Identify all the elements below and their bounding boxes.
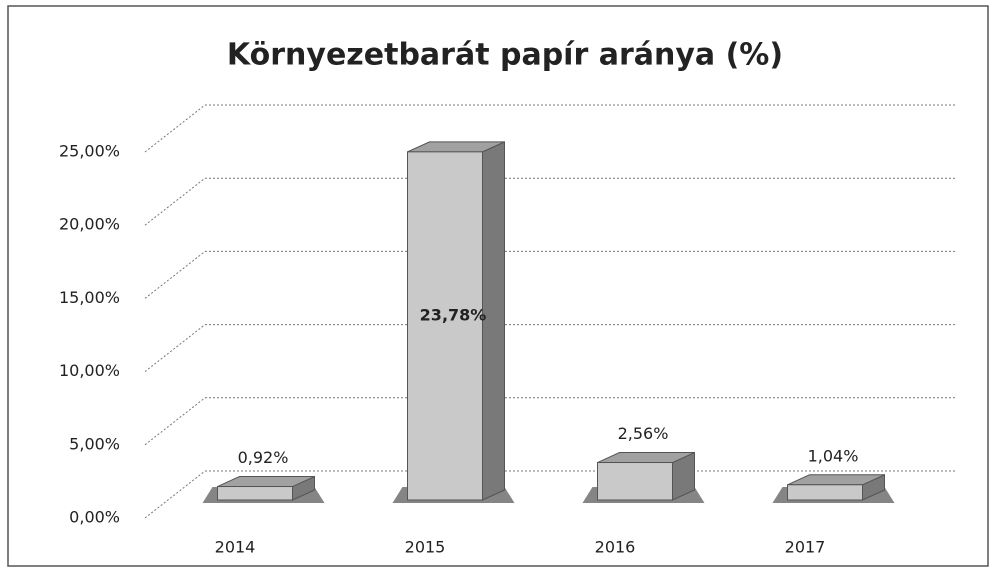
grid-line bbox=[144, 470, 206, 519]
bar bbox=[597, 462, 673, 501]
y-tick-label: 20,00% bbox=[59, 215, 120, 234]
grid-line bbox=[144, 324, 206, 372]
y-tick-label: 5,00% bbox=[69, 434, 120, 453]
x-tick-label: 2016 bbox=[595, 538, 636, 557]
chart-title: Környezetbarát papír aránya (%) bbox=[227, 38, 783, 73]
bar bbox=[787, 484, 863, 501]
grid-line bbox=[144, 251, 206, 299]
y-tick-label: 0,00% bbox=[69, 508, 120, 527]
x-tick-label: 2017 bbox=[785, 538, 826, 557]
data-label: 1,04% bbox=[808, 446, 859, 465]
y-tick-label: 15,00% bbox=[59, 288, 120, 307]
grid-line bbox=[144, 104, 206, 153]
grid-line bbox=[144, 177, 206, 226]
grid-line bbox=[144, 397, 206, 446]
data-label: 2,56% bbox=[618, 424, 669, 443]
bar bbox=[217, 486, 293, 501]
y-tick-label: 10,00% bbox=[59, 361, 120, 380]
data-label: 23,78% bbox=[420, 305, 487, 324]
bar bbox=[407, 151, 483, 501]
x-tick-label: 2014 bbox=[215, 538, 256, 557]
x-tick-label: 2015 bbox=[405, 538, 446, 557]
y-tick-label: 25,00% bbox=[59, 142, 120, 161]
data-label: 0,92% bbox=[238, 448, 289, 467]
